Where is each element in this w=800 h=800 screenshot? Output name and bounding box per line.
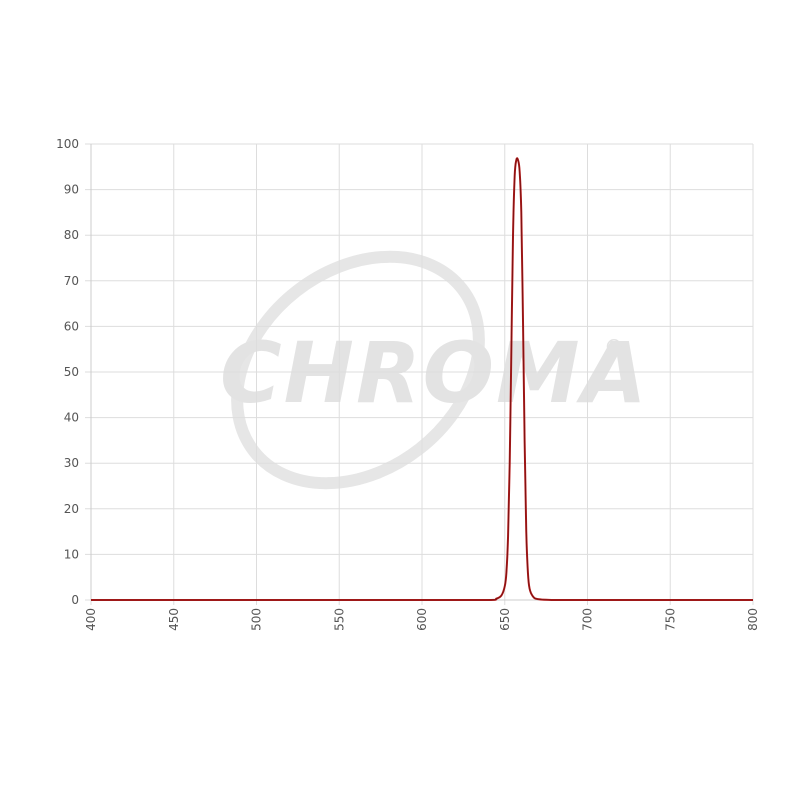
y-tick-label-20: 20 [64, 502, 79, 516]
x-tick-label-450: 450 [167, 608, 181, 631]
x-tick-label-400: 400 [84, 608, 98, 631]
x-tick-label-550: 550 [332, 608, 346, 631]
y-tick-label-40: 40 [64, 411, 79, 425]
y-tick-label-50: 50 [64, 365, 79, 379]
x-tick-label-750: 750 [663, 608, 677, 631]
y-tick-label-60: 60 [64, 319, 79, 333]
series-line-core-0 [90, 157, 753, 601]
y-tick-label-0: 0 [71, 593, 79, 607]
x-tick-label-650: 650 [498, 608, 512, 631]
x-tick-label-800: 800 [746, 608, 760, 631]
y-tick-label-30: 30 [64, 456, 79, 470]
x-tick-label-500: 500 [250, 608, 264, 631]
y-tick-label-90: 90 [64, 183, 79, 197]
series-layer [90, 157, 753, 602]
chroma-watermark: CHROMA ® [220, 250, 649, 490]
y-tick-label-70: 70 [64, 274, 79, 288]
y-tick-label-10: 10 [64, 547, 79, 561]
watermark-swoosh [231, 250, 485, 490]
watermark-brand: CHROMA [220, 324, 649, 422]
x-tick-label-600: 600 [415, 608, 429, 631]
watermark-registered-mark: ® [604, 335, 626, 359]
y-tick-label-80: 80 [64, 228, 79, 242]
y-tick-label-100: 100 [56, 137, 79, 151]
x-tick-label-700: 700 [581, 608, 595, 631]
axes: 400 450 500 550 600 650 700 750 800 0 10 20 30 40 50 60… [56, 137, 760, 631]
